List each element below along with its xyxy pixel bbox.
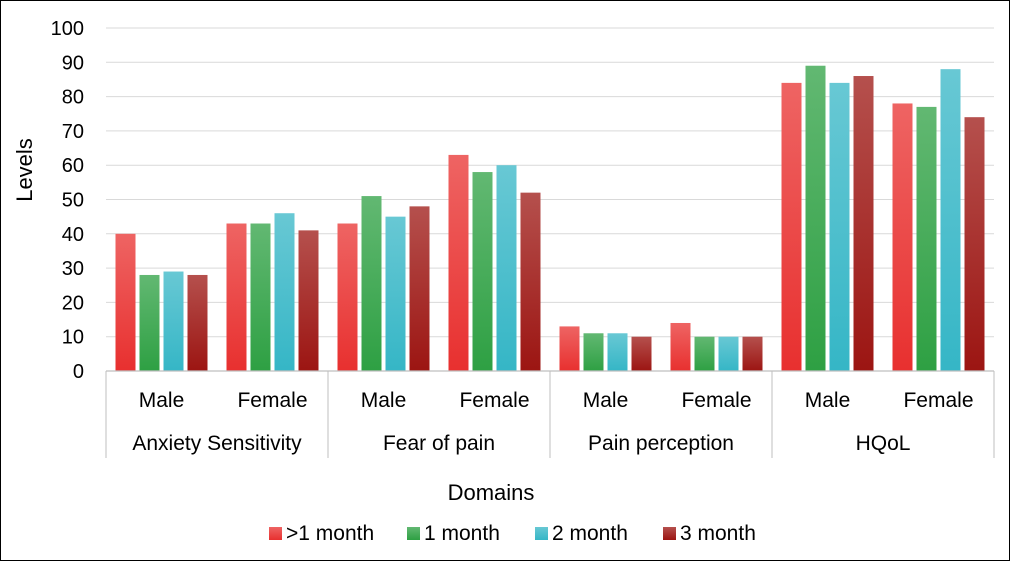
bar-3-month: 3 month: 41 xyxy=(298,230,319,371)
y-tick-label: 100 xyxy=(51,18,84,40)
bar-1-month: >1 month: 78 xyxy=(892,103,913,372)
bar-1-month: 1 month: 28 xyxy=(139,274,160,371)
x-subcategory-label: Female xyxy=(903,389,973,412)
y-tick-label: 60 xyxy=(62,155,84,177)
x-subcategory-label: Female xyxy=(237,389,307,412)
y-tick-label: 0 xyxy=(73,361,84,383)
bar-1-month: >1 month: 13 xyxy=(559,326,580,371)
y-tick-label: 50 xyxy=(62,190,84,212)
legend-label: >1 month xyxy=(286,522,374,545)
legend-label: 3 month xyxy=(680,522,756,545)
bar-1-month: >1 month: 14 xyxy=(670,322,691,371)
bars: >1 month: 401 month: 282 month: 293 mont… xyxy=(115,65,985,372)
legend-item: 3 month xyxy=(663,522,756,545)
bar-1-month: 1 month: 89 xyxy=(805,65,826,371)
legend: >1 month 1 month 2 month 3 month xyxy=(269,522,756,545)
x-subcategory-label: Male xyxy=(805,389,851,412)
bar-2-month: 2 month: 84 xyxy=(829,82,850,371)
bar-3-month: 3 month: 86 xyxy=(853,76,874,372)
legend-label: 1 month xyxy=(424,522,500,545)
bar-3-month: 3 month: 10 xyxy=(742,336,763,371)
x-subcategory-label: Female xyxy=(459,389,529,412)
bar-1-month: >1 month: 43 xyxy=(226,223,247,371)
bar-3-month: 3 month: 52 xyxy=(520,192,541,371)
x-group-label: Fear of pain xyxy=(383,432,495,455)
legend-label: 2 month xyxy=(552,522,628,545)
bar-2-month: 2 month: 11 xyxy=(607,333,628,371)
bar-3-month: 3 month: 74 xyxy=(964,117,985,372)
bar-2-month: 2 month: 45 xyxy=(385,216,406,371)
x-group-label: HQoL xyxy=(856,432,911,455)
bar-2-month: 2 month: 29 xyxy=(163,271,184,371)
bar-3-month: 3 month: 48 xyxy=(409,206,430,371)
x-axis-label: Domains xyxy=(448,480,535,505)
bar-1-month: 1 month: 43 xyxy=(250,223,271,371)
y-tick-label: 40 xyxy=(62,224,84,246)
bar-3-month: 3 month: 10 xyxy=(631,336,652,371)
legend-swatch xyxy=(663,527,676,540)
bar-1-month: >1 month: 84 xyxy=(781,82,802,371)
bar-1-month: >1 month: 63 xyxy=(448,154,469,371)
x-group-label: Pain perception xyxy=(588,432,734,455)
bar-1-month: 1 month: 58 xyxy=(472,172,493,371)
legend-item: >1 month xyxy=(269,522,374,545)
y-tick-label: 80 xyxy=(62,87,84,109)
bar-1-month: 1 month: 77 xyxy=(916,106,937,371)
y-tick-label: 20 xyxy=(62,292,84,314)
x-subcategory-label: Male xyxy=(139,389,185,412)
x-category-labels: Male Female Male Female Male Female Male Female… xyxy=(132,389,973,455)
y-tick-labels: 0 10 20 30 40 50 60 70 80 90 100 xyxy=(51,18,84,383)
x-subcategory-label: Female xyxy=(681,389,751,412)
bar-2-month: 2 month: 10 xyxy=(718,336,739,371)
bar-1-month: >1 month: 43 xyxy=(337,223,358,371)
x-group-label: Anxiety Sensitivity xyxy=(132,432,302,455)
legend-swatch xyxy=(269,527,282,540)
bar-2-month: 2 month: 60 xyxy=(496,165,517,371)
legend-swatch xyxy=(535,527,548,540)
x-subcategory-label: Male xyxy=(361,389,407,412)
y-tick-label: 90 xyxy=(62,52,84,74)
y-tick-label: 10 xyxy=(62,327,84,349)
y-axis-label: Levels xyxy=(12,138,37,202)
bar-2-month: 2 month: 88 xyxy=(940,69,961,371)
bar-3-month: 3 month: 28 xyxy=(187,274,208,371)
legend-item: 2 month xyxy=(535,522,628,545)
axes xyxy=(105,370,995,458)
y-tick-label: 70 xyxy=(62,121,84,143)
bar-1-month: 1 month: 10 xyxy=(694,336,715,371)
bar-1-month: 1 month: 51 xyxy=(361,196,382,371)
bar-2-month: 2 month: 46 xyxy=(274,213,295,371)
bar-1-month: 1 month: 11 xyxy=(583,333,604,371)
x-subcategory-label: Male xyxy=(583,389,629,412)
legend-swatch xyxy=(407,527,420,540)
y-tick-label: 30 xyxy=(62,258,84,280)
legend-item: 1 month xyxy=(407,522,500,545)
bar-1-month: >1 month: 40 xyxy=(115,233,136,371)
